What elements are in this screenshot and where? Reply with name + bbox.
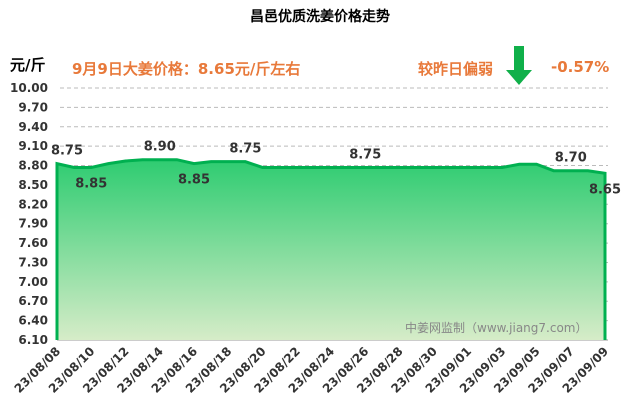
data-label: 8.75 [229,142,261,157]
y-tick-label: 8.20 [18,197,48,211]
y-tick-label: 7.90 [18,217,48,231]
compare-text: 较昨日偏弱 [418,60,494,78]
y-tick-label: 9.40 [18,120,48,134]
y-tick-label: 7.60 [18,236,48,250]
y-tick-label: 9.10 [18,139,48,153]
data-label: 8.85 [75,176,107,191]
y-axis-unit: 元/斤 [10,56,46,74]
y-tick-label: 7.00 [18,275,48,289]
data-label: 8.90 [144,140,176,155]
y-tick-label: 6.10 [18,333,48,347]
y-tick-label: 9.70 [18,100,48,114]
chart-title: 昌邑优质洗姜价格走势 [250,9,390,25]
data-label: 8.65 [589,182,621,197]
price-summary: 9月9日大姜价格：8.65元/斤左右 [72,60,301,78]
watermark: 中姜网监制（www.jiang7.com） [405,320,587,335]
change-percent: -0.57% [551,58,610,76]
y-tick-label: 7.30 [18,255,48,269]
data-label: 8.75 [349,147,381,162]
data-label: 8.70 [555,151,587,166]
data-label: 8.85 [178,173,210,188]
y-tick-label: 8.50 [18,178,48,192]
y-tick-label: 10.00 [10,81,48,95]
y-tick-label: 6.40 [18,314,48,328]
data-label: 8.75 [51,144,83,159]
y-tick-label: 8.80 [18,159,48,173]
price-area [57,159,605,340]
y-tick-label: 6.70 [18,294,48,308]
arrow-down-icon [505,46,533,90]
